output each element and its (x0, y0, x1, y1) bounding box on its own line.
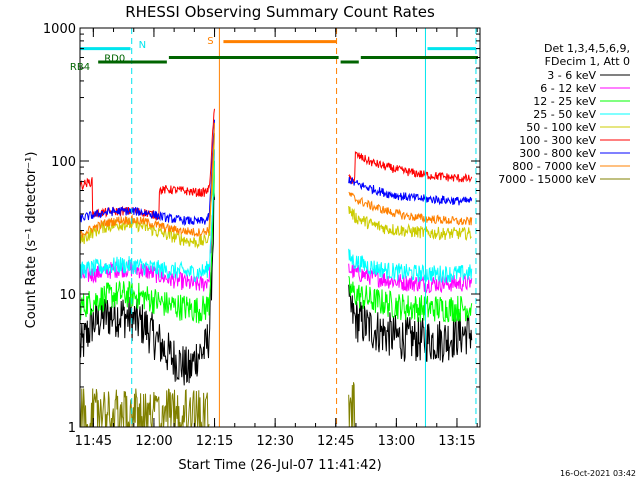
chart-title: RHESSI Observing Summary Count Rates (125, 3, 435, 21)
x-tick-label: 12:30 (256, 434, 293, 449)
flag-label: S (207, 36, 213, 47)
legend-header: Det 1,3,4,5,6,9, (544, 42, 630, 55)
legend-label: 3 - 6 keV (547, 69, 596, 82)
legend-label: 50 - 100 keV (526, 121, 596, 134)
x-axis-label: Start Time (26-Jul-07 11:41:42) (178, 458, 381, 473)
legend-label: 7000 - 15000 keV (498, 173, 596, 186)
y-axis-label: Count Rate (s⁻¹ detector⁻¹) (24, 152, 39, 329)
x-tick-label: 13:15 (438, 434, 475, 449)
series-line (80, 191, 473, 386)
y-tick-label: 1000 (43, 22, 76, 37)
x-tick-label: 12:00 (135, 434, 172, 449)
y-tick-label: 10 (59, 288, 76, 303)
series-line (80, 382, 356, 427)
flag-label: RD0 (104, 54, 125, 65)
y-tick-label: 100 (51, 155, 76, 170)
x-tick-label: 12:15 (196, 434, 233, 449)
series-line (80, 119, 473, 227)
plot-layer: 1 10 100 1000 11:45 12:00 12:15 12:30 12:45 13:00… (43, 22, 481, 449)
series-line (80, 108, 473, 221)
flag-label: N (139, 40, 146, 51)
legend-header: FDecim 1, Att 0 (545, 55, 630, 68)
legend-label: 12 - 25 keV (533, 95, 596, 108)
legend: Det 1,3,4,5,6,9,FDecim 1, Att 03 - 6 keV… (498, 42, 630, 186)
x-tick-label: 11:45 (75, 434, 112, 449)
flag-label: RB4 (70, 62, 90, 73)
legend-label: 300 - 800 keV (519, 147, 596, 160)
data-group (80, 28, 478, 427)
plot-frame (79, 27, 481, 428)
y-tick-label: 1 (68, 421, 76, 436)
series-line (80, 160, 473, 324)
x-tick-label: 13:00 (378, 434, 415, 449)
legend-label: 100 - 300 keV (519, 134, 596, 147)
x-tick-label: 12:45 (317, 434, 354, 449)
legend-label: 800 - 7000 keV (512, 160, 596, 173)
legend-label: 25 - 50 keV (533, 108, 596, 121)
series-line (80, 122, 473, 238)
legend-label: 6 - 12 keV (540, 82, 596, 95)
series-line (80, 149, 473, 283)
timestamp: 16-Oct-2021 03:42 (560, 469, 636, 478)
